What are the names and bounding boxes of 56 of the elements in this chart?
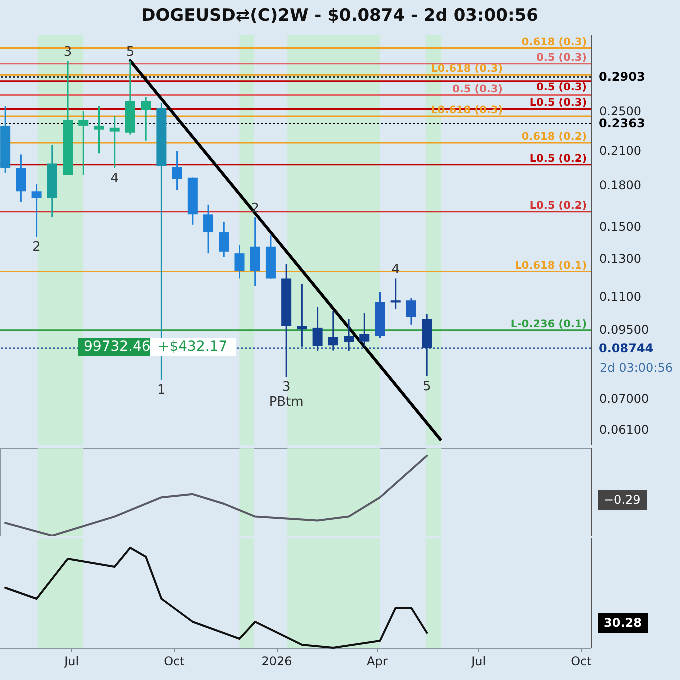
- candlestick: [406, 298, 416, 326]
- ref-line-label: 0.2363: [599, 116, 646, 131]
- annotation: 1: [158, 383, 166, 398]
- ref-line-label: 0.5 (0.3): [536, 52, 587, 64]
- x-tick-label: 2026: [262, 654, 292, 668]
- candlestick: [390, 278, 401, 310]
- y-tick-label: 0.1800: [600, 178, 642, 193]
- chart-title: DOGEUSD⇄(C)2W - $0.0874 - 2d 03:00:56: [140, 6, 540, 26]
- candlestick: [234, 244, 245, 280]
- annotation: 3: [282, 380, 291, 396]
- ref-line-label: L0.5 (0.2): [530, 152, 587, 165]
- x-tick-label: Oct: [571, 654, 592, 668]
- ref-line-label: 0.2903: [599, 70, 646, 84]
- y-tick-label: 0.2500: [600, 104, 642, 119]
- ref-line-label: L0.618 (0.1): [515, 260, 587, 272]
- y-tick-label: 0.06100: [600, 423, 650, 438]
- ref-line-label: 0.5 (0.3): [452, 83, 503, 96]
- y-tick-label: 0.09500: [600, 323, 650, 338]
- x-tick-label: Oct: [164, 654, 186, 668]
- candlestick: [219, 221, 230, 258]
- candlestick: [16, 154, 26, 203]
- ref-line-label: L0.5 (0.2): [530, 200, 587, 212]
- candlestick: [32, 183, 42, 238]
- ref-line-label: L-0.236 (0.1): [510, 318, 587, 330]
- annotation: PBtm: [269, 395, 304, 410]
- text: −0.29: [598, 490, 647, 510]
- ref-line-label: 0.08744: [599, 341, 654, 356]
- annotation: 4: [110, 171, 119, 186]
- text: 2d 03:00:56: [600, 360, 673, 376]
- candlestick: [360, 312, 370, 348]
- x-tick-label: Jul: [64, 654, 80, 668]
- annotation: 3: [64, 44, 72, 60]
- ref-line-label: 0.5 (0.3): [536, 81, 587, 94]
- ref-line-label: 0.618 (0.2): [522, 130, 587, 143]
- y-tick-label: 0.07000: [600, 392, 650, 406]
- candlestick: [110, 116, 120, 170]
- x-tick-label: Apr: [367, 654, 388, 668]
- y-tick-label: 0.2100: [600, 144, 642, 158]
- ref-line-label: L0.5 (0.3): [530, 97, 587, 110]
- annotation: 2: [32, 240, 41, 256]
- candlestick: [204, 204, 214, 254]
- candlestick: [78, 110, 89, 176]
- annotation: 99732.46: [78, 338, 157, 356]
- annotation: +$432.17: [150, 338, 236, 356]
- x-tick-label: Jul: [470, 654, 486, 668]
- annotation: 5: [422, 379, 432, 394]
- y-tick-label: 0.1100: [600, 290, 642, 304]
- y-tick-label: 0.1500: [600, 220, 642, 234]
- ref-line-label: L0.618 (0.3): [431, 63, 503, 76]
- ref-line-label: 0.618 (0.3): [522, 36, 587, 48]
- candlestick: [172, 150, 182, 192]
- candlestick: [94, 106, 104, 154]
- annotation: 5: [126, 44, 135, 60]
- text: 30.28: [598, 613, 648, 633]
- candlestick: [141, 96, 152, 142]
- y-tick-label: 0.1300: [600, 252, 642, 266]
